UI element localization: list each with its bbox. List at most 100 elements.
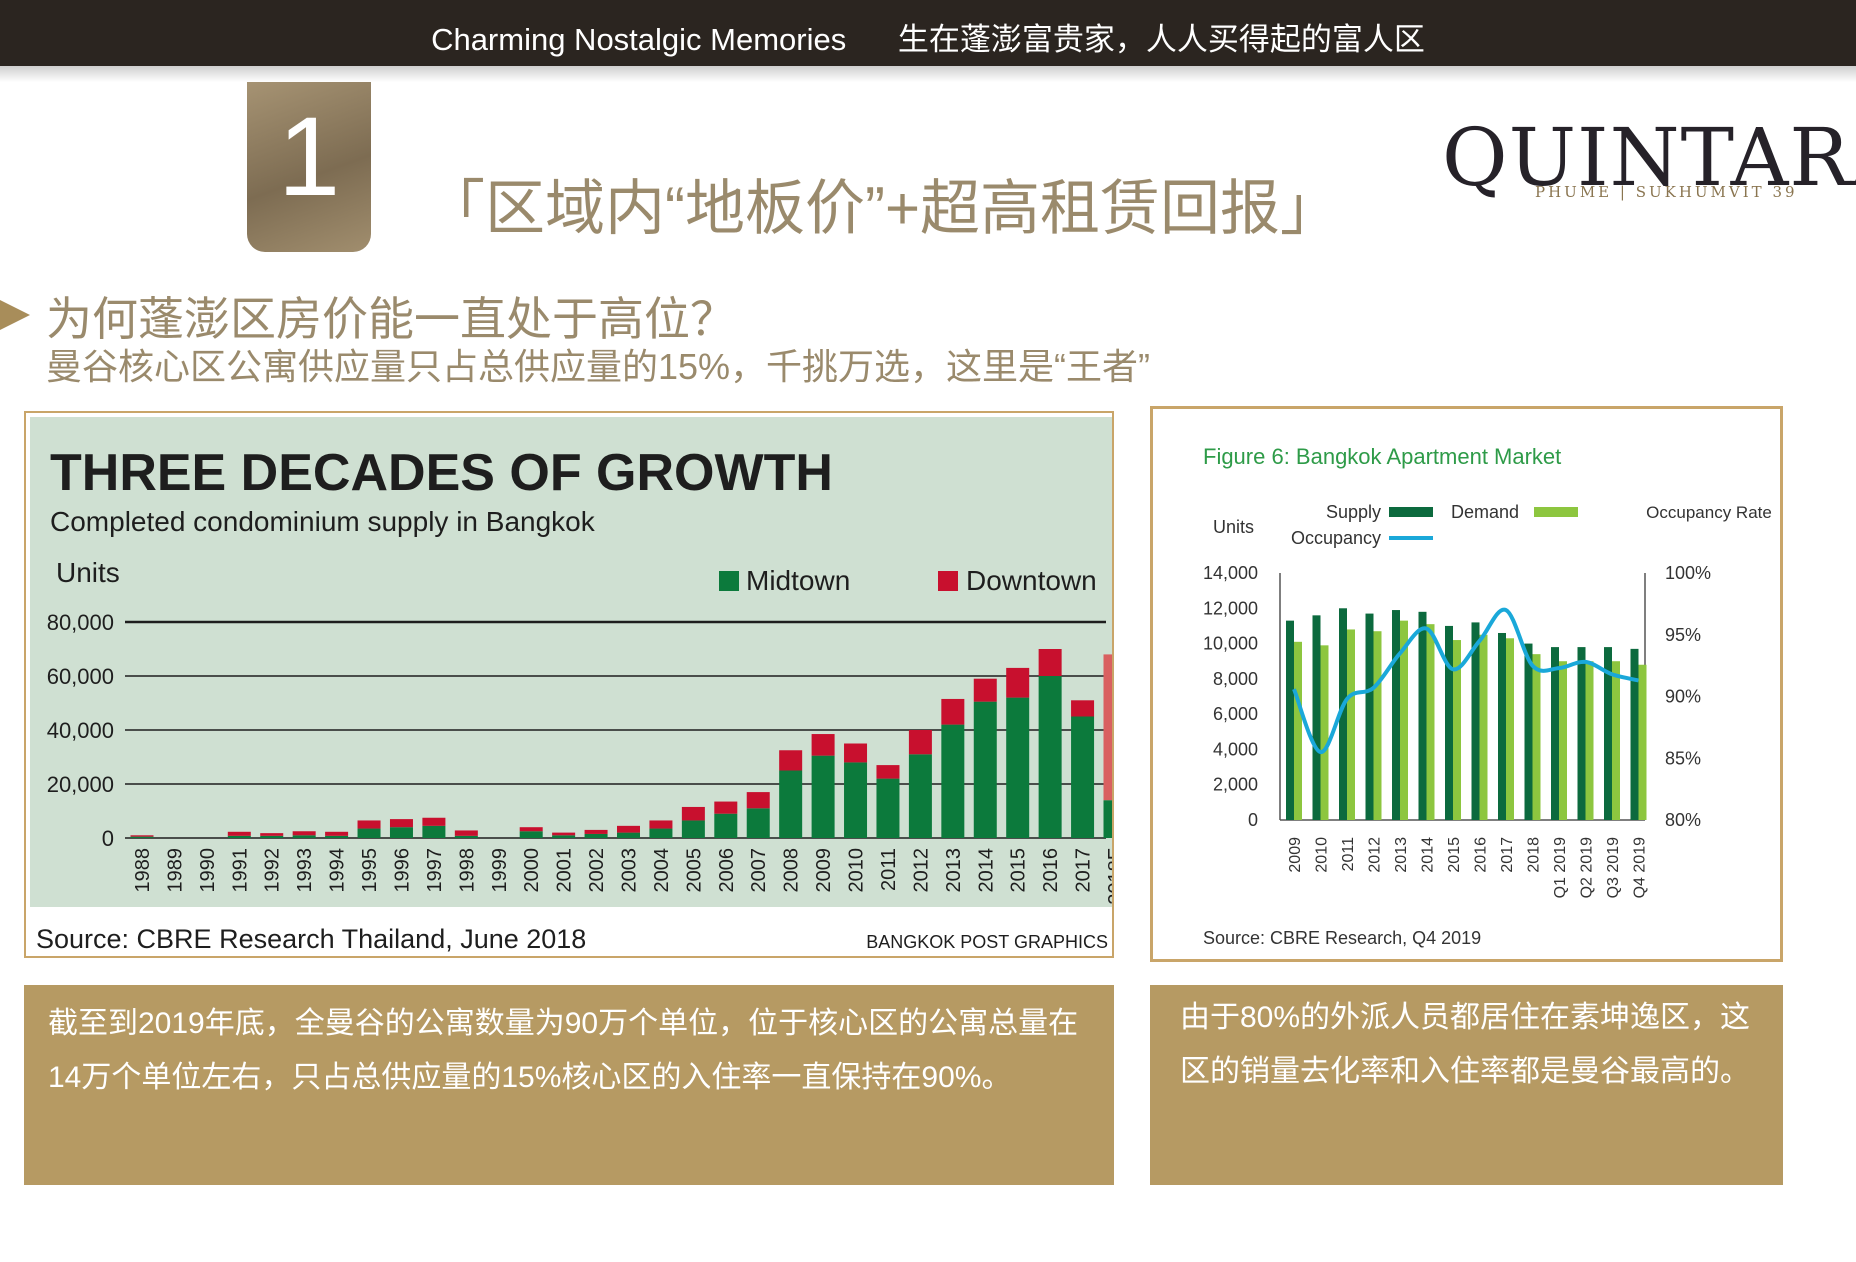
chart-title: Figure 6: Bangkok Apartment Market [1203,444,1561,469]
chart-subtitle: Completed condominium supply in Bangkok [50,506,596,537]
legend-label-demand: Demand [1451,502,1519,522]
downtown-bar [454,830,478,836]
x-tick-label: 2010 [846,848,868,893]
caption-left-text: 截至到2019年底，全曼谷的公寓数量为90万个单位，位于核心区的公寓总量在14万… [48,1007,1079,1094]
supply-bar [1365,613,1374,820]
demand-bar [1320,645,1329,820]
midtown-bar [876,778,900,838]
downtown-bar [552,832,576,836]
midtown-bar [649,828,673,838]
midtown-bar [714,813,738,838]
y2-tick-label: 80% [1665,810,1701,830]
y-tick-label: 80,000 [47,610,114,635]
supply-bar [1445,625,1453,820]
caption-right-text: 由于80%的外派人员都居住在素坤逸区，这区的销量去化率和入住率都是曼谷最高的。 [1180,1001,1751,1088]
downtown-bar [584,829,608,834]
legend-swatch-supply [1389,507,1433,517]
downtown-bar [422,817,446,826]
midtown-bar [552,835,576,838]
demand-bar [1347,629,1355,820]
downtown-bar [779,750,803,771]
x-tick-label: 2010 [1314,837,1331,873]
y-tick-label: 20,000 [47,772,114,797]
x-tick-label: 1989 [164,848,186,893]
x-tick-label: 2005 [683,848,705,893]
midtown-bar [454,835,478,838]
x-tick-label: 2018F [1105,848,1112,905]
midtown-bar [811,755,835,838]
legend-label-midtown: Midtown [746,565,850,596]
supply-bar [1471,622,1480,820]
supply-bar [1524,643,1533,820]
x-tick-label: 2013 [943,848,965,893]
downtown-bar [876,765,900,779]
midtown-bar [1006,697,1030,838]
downtown-bar [227,831,251,836]
midtown-bar [844,762,868,838]
midtown-bar [292,835,316,838]
section-number-badge: 1 [247,82,371,252]
x-tick-label: 2007 [748,848,770,893]
y-tick-label: 14,000 [1203,563,1258,583]
legend-swatch-midtown [719,571,739,591]
x-tick-label: 2011 [1340,837,1357,872]
section-number: 1 [277,94,341,219]
demand-bar [1638,664,1647,820]
caption-left: 截至到2019年底，全曼谷的公寓数量为90万个单位，位于核心区的公寓总量在14万… [24,985,1114,1185]
x-tick-label: 2016 [1473,837,1490,873]
downtown-bar [1038,649,1062,676]
x-tick-label: 2015 [1008,848,1030,893]
y-tick-label: 0 [102,826,114,851]
midtown-bar [260,835,284,838]
downtown-bar [973,678,997,702]
chart-footer-strip [30,907,1112,956]
logo-subtitle: PHUME | SUKHUMVIT 39 [1535,183,1798,201]
midtown-bar [779,770,803,838]
downtown-bar [844,743,868,763]
y-tick-label: 40,000 [47,718,114,743]
supply-bar [1577,647,1586,820]
demand-bar [1426,624,1435,820]
downtown-bar [357,820,381,829]
supply-bar [1339,608,1347,820]
downtown-bar [260,833,284,836]
header-title: Charming Nostalgic Memories 生在蓬澎富贵家，人人买得… [431,22,1425,57]
top-bar: Charming Nostalgic Memories 生在蓬澎富贵家，人人买得… [0,0,1856,66]
y-tick-label: 6,000 [1213,704,1258,724]
condo-supply-chart: THREE DECADES OF GROWTH Completed condomi… [30,417,1112,956]
x-tick-label: 2012 [910,848,932,893]
downtown-bar [649,820,673,829]
y2-tick-label: 95% [1665,625,1701,645]
x-tick-label: 1990 [197,848,219,893]
chart-source: Source: CBRE Research, Q4 2019 [1203,928,1481,948]
x-tick-label: 2014 [1420,837,1437,873]
demand-bar [1453,640,1461,820]
downtown-bar [1071,700,1095,717]
x-tick-label: 2009 [1287,837,1304,873]
downtown-bar [746,792,770,809]
x-tick-label: 2013 [1393,837,1410,873]
midtown-bar [130,836,154,838]
x-tick-label: 2002 [586,848,608,893]
supply-bar [1312,615,1321,820]
x-tick-label: 2011 [878,848,900,891]
x-tick-label: 1992 [262,848,284,893]
section-headline: 「区域内“地板价”+超高租赁回报」 [425,175,1340,242]
midtown-bar [519,831,543,838]
x-tick-label: 1994 [327,848,349,893]
midtown-bar [941,724,965,838]
legend-swatch-demand [1534,507,1578,517]
x-tick-label: 2009 [813,848,835,893]
supply-bar [1604,647,1612,820]
midtown-bar [584,833,608,838]
midtown-bar [227,835,251,838]
x-tick-label: 2001 [554,848,576,893]
y-tick-label: 12,000 [1203,598,1258,618]
x-tick-label: 2000 [521,848,543,893]
y2-tick-label: 100% [1665,563,1711,583]
y-tick-label: 0 [1248,810,1258,830]
midtown-bar [681,820,705,838]
x-tick-label: Q3 2019 [1605,837,1622,898]
midtown-bar [973,701,997,838]
question-subtitle: 曼谷核心区公寓供应量只占总供应量的15%，千挑万选，这里是“王者” [46,346,1151,387]
